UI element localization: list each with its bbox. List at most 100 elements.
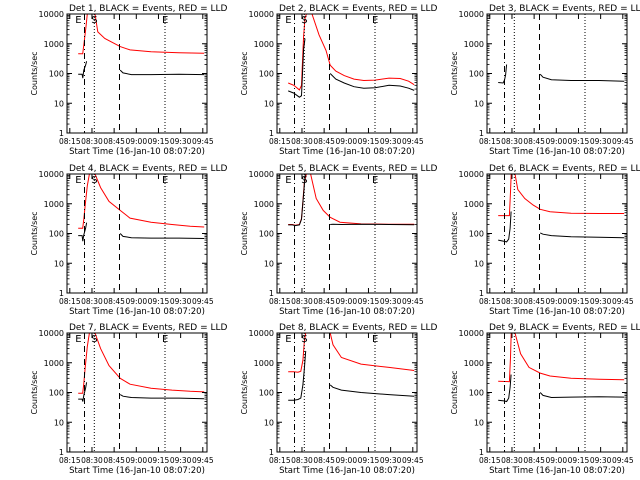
x-tick-label: 08:45 — [313, 137, 335, 146]
x-tick-label: 08:30 — [291, 137, 313, 146]
y-tick-label: 10000 — [249, 10, 274, 19]
x-tick-label: 09:45 — [192, 297, 214, 306]
panel-title: Det 3, BLACK = Events, RED = LLD — [489, 4, 640, 14]
x-tick-label: 08:15 — [479, 137, 501, 146]
events-series-line — [119, 69, 205, 76]
event-marker-label: S — [301, 334, 307, 345]
y-tick-label: 100 — [259, 389, 274, 398]
y-tick-label: 1 — [479, 289, 484, 298]
y-tick-label: 1000 — [464, 359, 484, 368]
x-tick-label: 08:15 — [269, 137, 291, 146]
y-tick-label: 10000 — [459, 170, 484, 179]
y-tick-label: 1 — [269, 448, 274, 457]
y-tick-label: 100 — [469, 70, 484, 79]
event-marker-label: E — [162, 334, 168, 345]
y-tick-label: 100 — [49, 70, 64, 79]
events-series-line — [288, 38, 306, 98]
y-tick-label: 1 — [269, 289, 274, 298]
y-tick-label: 10 — [474, 259, 484, 268]
y-tick-label: 1 — [269, 129, 274, 138]
panel-title: Det 4, BLACK = Events, RED = LLD — [69, 164, 228, 174]
y-tick-label: 1000 — [254, 359, 274, 368]
panel-title: Det 8, BLACK = Events, RED = LLD — [279, 323, 438, 333]
x-axis-label: Start Time (16-Jan-10 08:07:20) — [279, 307, 415, 317]
events-series-line — [539, 232, 625, 239]
x-tick-label: 09:00 — [335, 456, 357, 465]
x-tick-label: 08:15 — [269, 456, 291, 465]
x-tick-label: 09:30 — [170, 137, 192, 146]
x-axis-label: Start Time (16-Jan-10 08:07:20) — [279, 466, 415, 476]
y-tick-label: 10000 — [39, 10, 64, 19]
y-tick-label: 1 — [59, 448, 64, 457]
x-tick-label: 08:30 — [81, 137, 103, 146]
lld-series-line — [288, 333, 308, 373]
x-tick-label: 09:00 — [545, 137, 567, 146]
events-series-line — [119, 394, 205, 400]
x-axis-label: Start Time (16-Jan-10 08:07:20) — [489, 307, 625, 317]
x-tick-label: 09:15 — [358, 137, 380, 146]
y-tick-label: 10000 — [459, 329, 484, 338]
y-tick-label: 10 — [264, 418, 274, 427]
x-tick-label: 09:15 — [358, 456, 380, 465]
x-tick-label: 08:45 — [103, 297, 125, 306]
panel-det-6: Det 6, BLACK = Events, RED = LLD 1 10 100 10… — [450, 164, 640, 317]
event-marker-label: E — [372, 334, 378, 345]
x-tick-label: 08:45 — [103, 456, 125, 465]
y-tick-label: 10000 — [459, 10, 484, 19]
y-tick-label: 100 — [469, 389, 484, 398]
x-tick-label: 09:00 — [335, 297, 357, 306]
y-axis-label: Counts/sec — [450, 370, 459, 414]
x-tick-label: 09:15 — [148, 456, 170, 465]
y-tick-label: 100 — [49, 230, 64, 239]
x-tick-label: 08:30 — [291, 456, 313, 465]
x-tick-label: 08:30 — [81, 297, 103, 306]
y-tick-label: 100 — [469, 230, 484, 239]
y-tick-label: 1 — [479, 448, 484, 457]
x-tick-label: 09:45 — [192, 137, 214, 146]
x-tick-label: 08:15 — [269, 297, 291, 306]
events-series-line — [119, 233, 205, 239]
y-tick-label: 1000 — [44, 200, 64, 209]
y-tick-label: 10000 — [39, 329, 64, 338]
y-axis-label: Counts/sec — [450, 211, 459, 255]
x-tick-label: 09:15 — [358, 297, 380, 306]
x-tick-label: 09:00 — [125, 456, 147, 465]
x-tick-label: 09:00 — [125, 297, 147, 306]
panel-det-9: Det 9, BLACK = Events, RED = LLD 1 10 100 10… — [450, 323, 640, 476]
x-tick-label: 09:45 — [612, 297, 634, 306]
y-tick-label: 10 — [54, 259, 64, 268]
x-tick-label: 09:45 — [402, 137, 424, 146]
x-tick-label: 08:30 — [291, 297, 313, 306]
x-tick-label: 09:30 — [590, 456, 612, 465]
x-tick-label: 09:30 — [380, 456, 402, 465]
x-axis-label: Start Time (16-Jan-10 08:07:20) — [69, 466, 205, 476]
y-axis-label: Counts/sec — [240, 211, 249, 255]
y-tick-label: 1 — [59, 129, 64, 138]
x-tick-label: 08:45 — [313, 456, 335, 465]
x-tick-label: 08:45 — [523, 456, 545, 465]
event-marker-label: E — [75, 175, 81, 186]
x-tick-label: 09:30 — [170, 456, 192, 465]
events-series-line — [78, 382, 88, 402]
events-series-line — [498, 211, 512, 243]
y-tick-label: 1000 — [254, 200, 274, 209]
y-axis-label: Counts/sec — [240, 370, 249, 414]
events-series-line — [329, 384, 415, 397]
x-tick-label: 09:30 — [590, 137, 612, 146]
x-tick-label: 08:45 — [103, 137, 125, 146]
x-tick-label: 08:15 — [59, 456, 81, 465]
x-tick-label: 08:15 — [479, 456, 501, 465]
x-tick-label: 09:45 — [402, 456, 424, 465]
y-tick-label: 100 — [259, 230, 274, 239]
events-series-line — [498, 374, 512, 403]
events-series-line — [539, 73, 625, 82]
x-axis-label: Start Time (16-Jan-10 08:07:20) — [69, 147, 205, 157]
x-axis-label: Start Time (16-Jan-10 08:07:20) — [279, 147, 415, 157]
y-tick-label: 100 — [259, 70, 274, 79]
y-tick-label: 10 — [54, 418, 64, 427]
y-tick-label: 10000 — [39, 170, 64, 179]
